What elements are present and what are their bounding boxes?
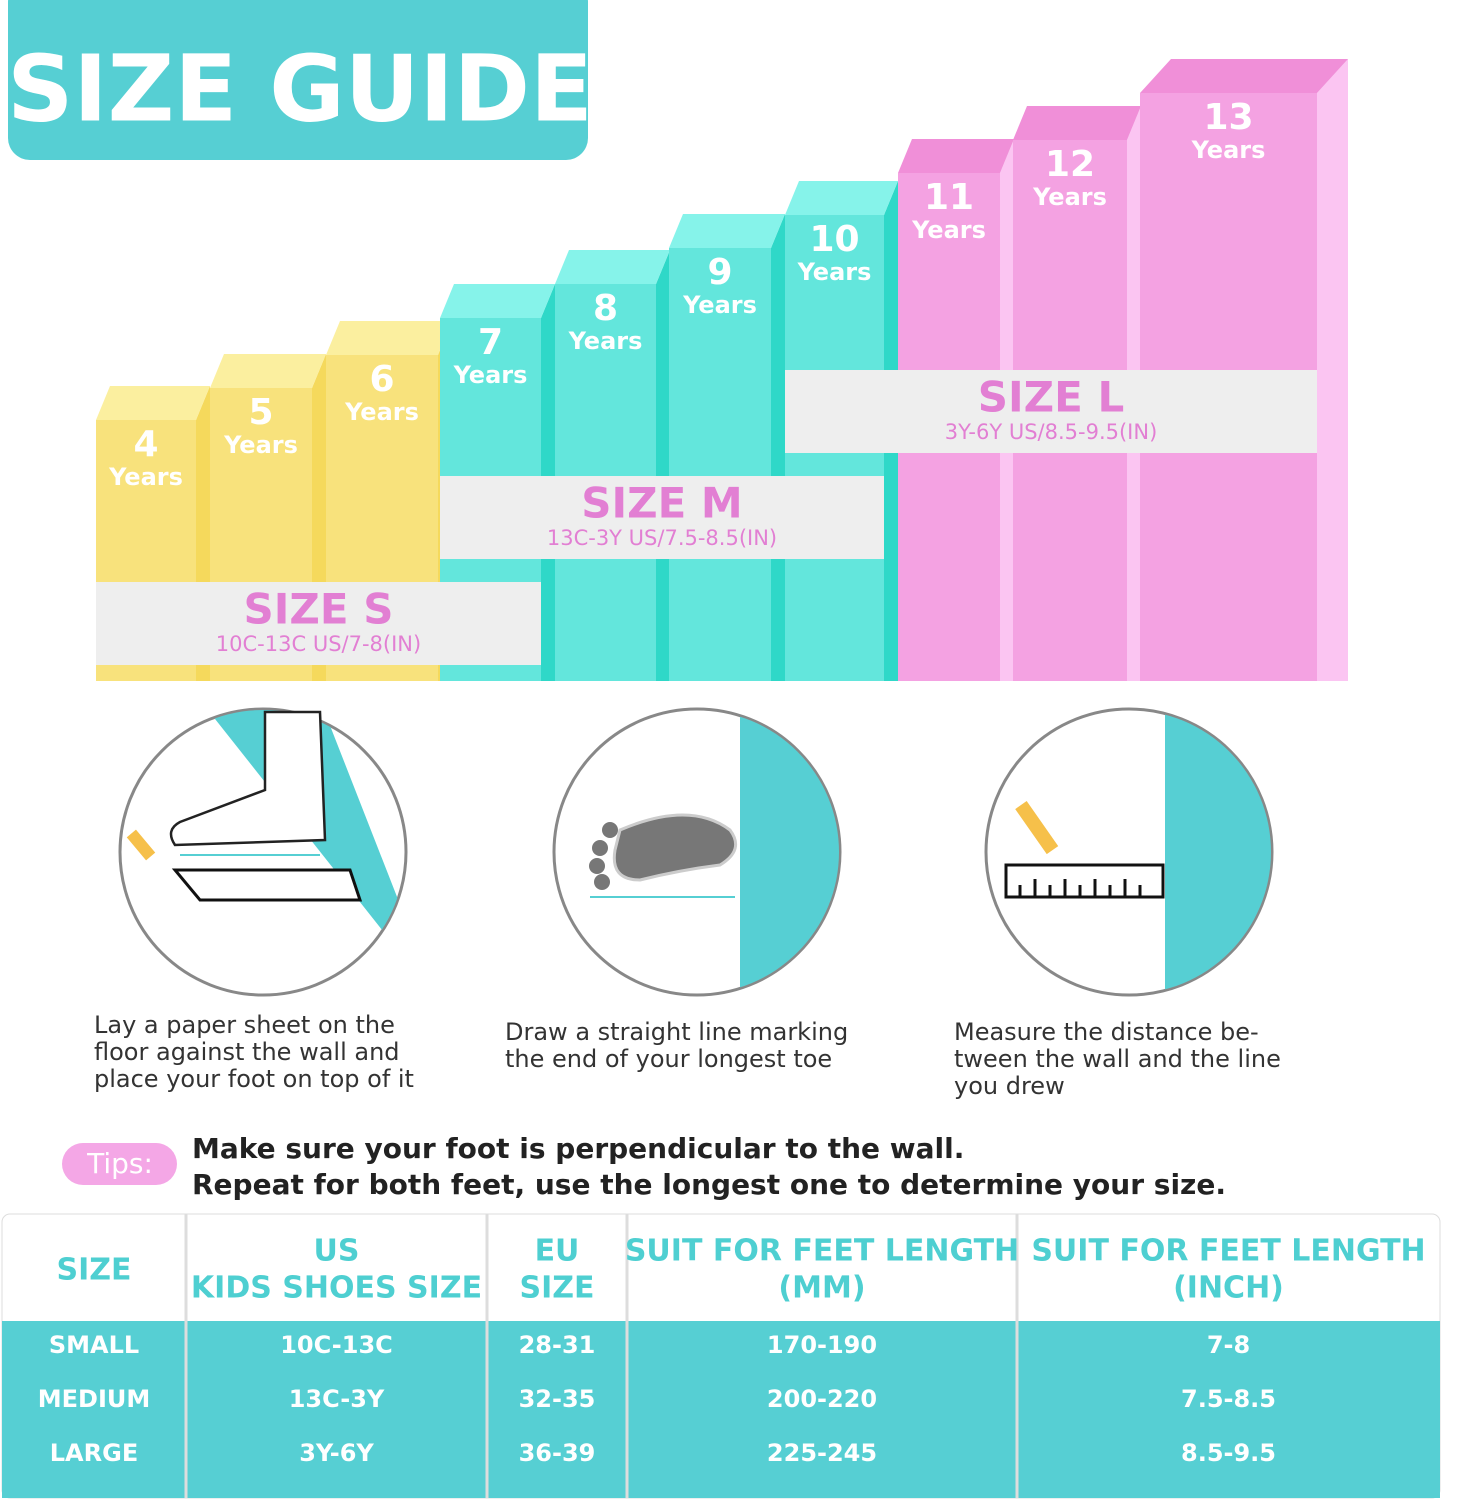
bar-top [440, 284, 555, 318]
bar-unit: Years [682, 291, 757, 319]
header-cell: EU [535, 1234, 580, 1269]
tip-line: Repeat for both feet, use the longest on… [192, 1168, 1226, 1201]
header-cell: SIZE [519, 1271, 594, 1306]
bar-unit: Years [108, 463, 183, 491]
size-name: SIZE L [978, 373, 1124, 422]
header-cell: KIDS SHOES SIZE [191, 1271, 482, 1306]
step-text: floor against the wall and [94, 1038, 400, 1066]
step-text: tween the wall and the line [954, 1045, 1281, 1073]
tips: Make sure your foot is perpendicular to … [192, 1132, 1226, 1201]
table-cell: MEDIUM [38, 1385, 151, 1413]
step-text: Draw a straight line marking [505, 1018, 848, 1046]
table-cell: 32-35 [519, 1385, 596, 1413]
bar-top [669, 214, 785, 248]
bar-age: 12 [1045, 144, 1095, 185]
table-cell: 7-8 [1207, 1331, 1250, 1359]
bar-top [326, 321, 452, 355]
bar-age: 8 [593, 288, 618, 329]
tips-label: Tips: [86, 1147, 153, 1180]
bar-age: 9 [707, 252, 732, 293]
table-cell: 10C-13C [280, 1331, 393, 1359]
table-cell: 28-31 [519, 1331, 596, 1359]
bar-unit: Years [1191, 136, 1266, 164]
header-cell: US [314, 1234, 360, 1269]
table-cell: LARGE [50, 1439, 138, 1467]
bar-unit: Years [453, 361, 528, 389]
bar-top [96, 386, 210, 420]
table-cell: 13C-3Y [289, 1385, 385, 1413]
step-text: Measure the distance be- [954, 1018, 1259, 1046]
table-cell: 200-220 [767, 1385, 877, 1413]
bar [669, 248, 771, 681]
header-cell: (INCH) [1173, 1271, 1284, 1306]
bar-unit: Years [911, 216, 986, 244]
step-text: you drew [954, 1072, 1065, 1100]
table-cell: 8.5-9.5 [1181, 1439, 1276, 1467]
table-cell: 225-245 [767, 1439, 877, 1467]
bar-unit: Years [797, 258, 872, 286]
bar-unit: Years [1032, 183, 1107, 211]
bar-age: 4 [133, 424, 158, 465]
step-text: Lay a paper sheet on the [94, 1011, 395, 1039]
table-cell: 7.5-8.5 [1181, 1385, 1276, 1413]
size-band [96, 582, 541, 665]
step-illustration [552, 707, 842, 997]
size-detail: 13C-3Y US/7.5-8.5(IN) [547, 526, 777, 550]
bar-side [1317, 59, 1348, 681]
header-cell: SUIT FOR FEET LENGTH [625, 1234, 1019, 1269]
bar-side [656, 250, 670, 681]
size-name: SIZE S [244, 585, 394, 634]
bar-side [771, 214, 785, 681]
step-illustration [984, 707, 1274, 997]
size-detail: 10C-13C US/7-8(IN) [216, 632, 421, 656]
header-cell: SIZE [56, 1253, 131, 1288]
bar-top [210, 354, 326, 388]
table-cell: 3Y-6Y [299, 1439, 374, 1467]
bar-unit: Years [568, 327, 643, 355]
bar-unit: Years [223, 431, 298, 459]
bar-age: 11 [924, 177, 974, 218]
bar-age: 5 [248, 392, 273, 433]
bar-age: 7 [478, 322, 503, 363]
table-cell: SMALL [49, 1331, 139, 1359]
header-cell: (MM) [778, 1271, 865, 1306]
bar-top [1140, 59, 1348, 93]
bar-age: 6 [369, 359, 394, 400]
size-name: SIZE M [581, 479, 742, 528]
title: SIZE GUIDE [7, 35, 593, 142]
bar-top [785, 181, 898, 215]
step-text: the end of your longest toe [505, 1045, 832, 1073]
tip-line: Make sure your foot is perpendicular to … [192, 1132, 964, 1165]
bar-age: 13 [1203, 97, 1253, 138]
header-cell: SUIT FOR FEET LENGTH [1031, 1234, 1425, 1269]
tips-badge [62, 1143, 177, 1185]
bar-top [898, 139, 1014, 173]
title-box [8, 0, 588, 160]
table-body [2, 1321, 1440, 1498]
size-band [440, 476, 884, 559]
step-illustration [118, 707, 408, 997]
size-band [785, 370, 1317, 453]
size-detail: 3Y-6Y US/8.5-9.5(IN) [945, 420, 1158, 444]
step-text: place your foot on top of it [94, 1065, 414, 1093]
table-cell: 36-39 [519, 1439, 596, 1467]
bar-top [1013, 106, 1141, 140]
bar-unit: Years [344, 398, 419, 426]
table-cell: 170-190 [767, 1331, 877, 1359]
bar-age: 10 [809, 219, 859, 260]
bar-top [555, 250, 670, 284]
